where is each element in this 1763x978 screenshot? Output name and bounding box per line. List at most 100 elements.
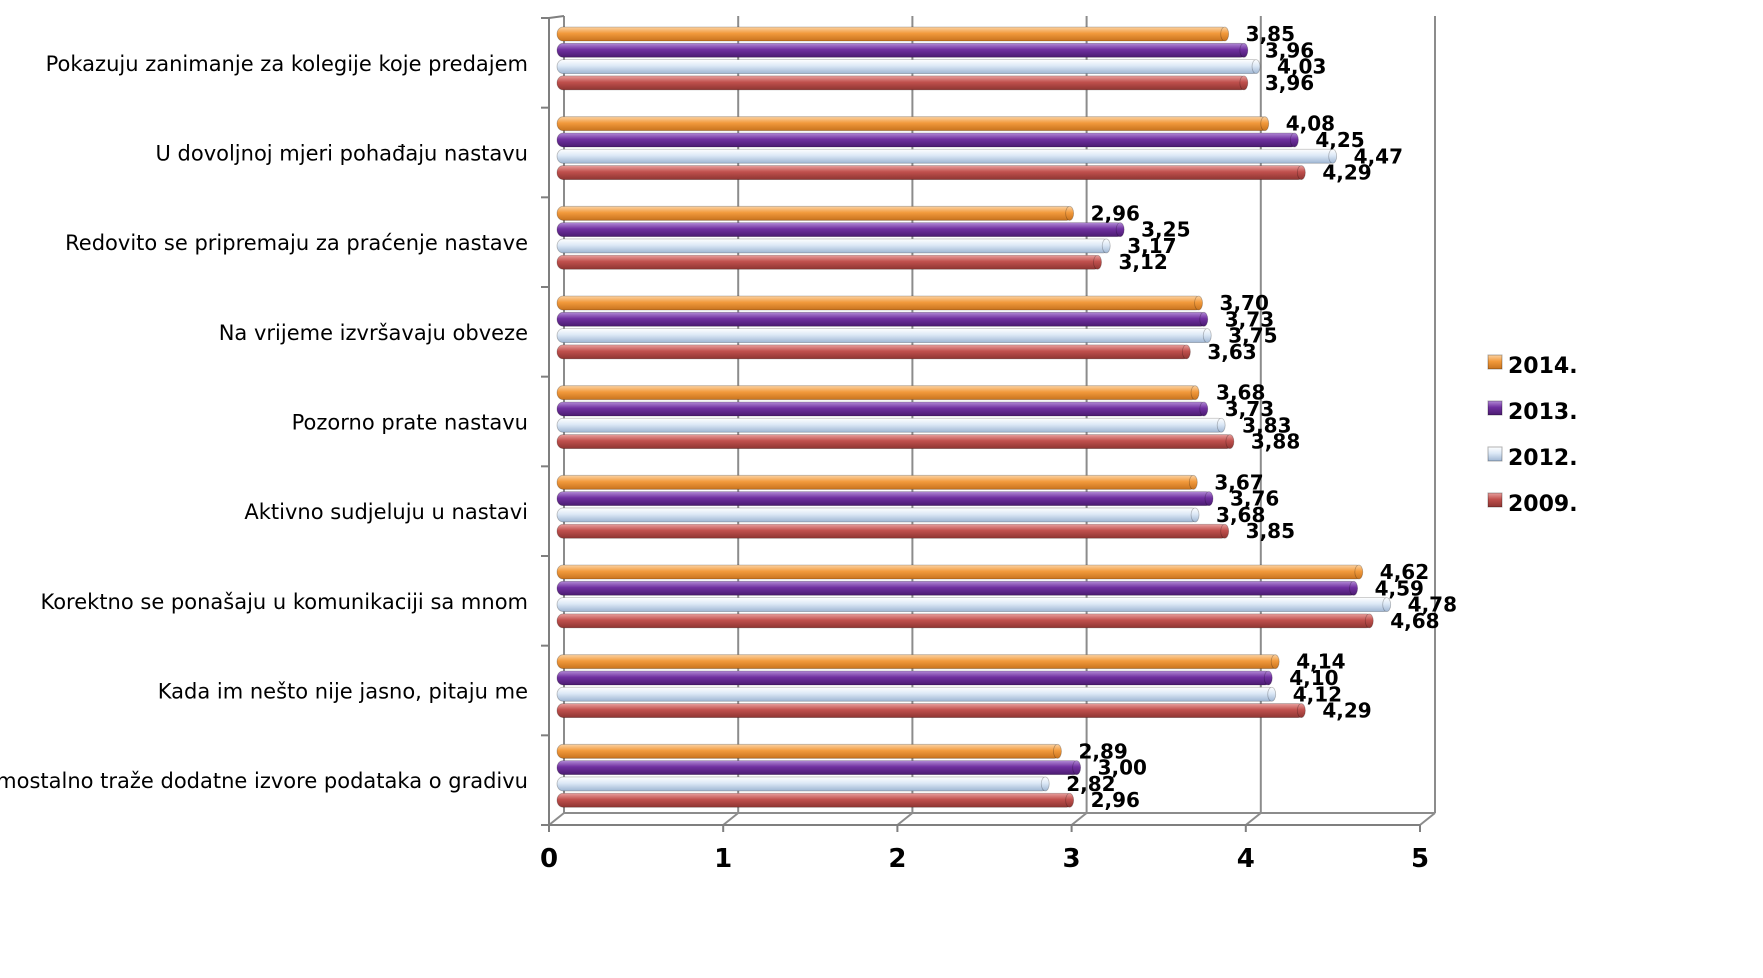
data-label: 4,78 (1408, 593, 1457, 617)
data-label: 4,29 (1322, 699, 1371, 723)
legend-label: 2009. (1508, 492, 1578, 517)
bar (556, 132, 1298, 148)
bar-cap (1296, 703, 1306, 718)
x-tick-label: 0 (540, 844, 558, 874)
data-label: 4,03 (1277, 55, 1326, 79)
bar-cap (1289, 132, 1299, 148)
data-label: 3,96 (1265, 71, 1314, 95)
data-label: 3,12 (1119, 250, 1168, 274)
x-tick-label: 2 (888, 844, 906, 874)
bar (556, 654, 1279, 670)
bar-cap (1216, 417, 1226, 433)
data-label: 4,62 (1380, 560, 1429, 584)
bar (556, 743, 1061, 759)
x-tick-label: 5 (1411, 844, 1429, 874)
category-label: Aktivno sudjeluju u nastavi (244, 500, 528, 524)
bar-cap (1101, 238, 1111, 254)
data-label: 4,25 (1315, 128, 1364, 152)
bar-cap (1239, 75, 1249, 91)
bar (556, 776, 1049, 792)
data-label: 4,29 (1322, 161, 1371, 185)
category-label: Pozorno prate nastavu (292, 411, 528, 435)
category-label: Pokazuju zanimanje za kolegije koje pred… (46, 52, 528, 76)
bar-cap (1239, 42, 1249, 58)
bar (556, 165, 1305, 180)
data-label: 4,08 (1286, 112, 1335, 136)
data-label: 3,83 (1242, 413, 1291, 437)
legend-swatch (1487, 400, 1503, 416)
bar-cap (1188, 474, 1198, 490)
data-label: 3,25 (1141, 218, 1190, 242)
bar-cap (1202, 328, 1212, 344)
data-label: 3,68 (1216, 381, 1265, 405)
category-label: Korektno se ponašaju u komunikaciji sa m… (40, 590, 528, 614)
bar (556, 254, 1101, 270)
x-tick-label: 1 (714, 844, 732, 874)
bar (556, 434, 1234, 449)
data-label: 3,63 (1207, 340, 1256, 364)
data-label: 3,00 (1098, 756, 1147, 780)
data-label: 2,96 (1091, 201, 1140, 225)
bar (556, 328, 1211, 344)
bar (556, 75, 1248, 91)
bar-cap (1181, 344, 1191, 360)
data-label: 2,82 (1066, 772, 1115, 796)
bar (556, 205, 1074, 221)
bar-cap (1354, 564, 1364, 580)
bar (556, 148, 1337, 164)
data-label: 3,88 (1251, 430, 1300, 454)
bar-cap (1251, 59, 1261, 74)
bar-cap (1263, 670, 1273, 686)
bar (556, 385, 1199, 401)
bar (556, 564, 1363, 580)
legend-label: 2014. (1508, 354, 1578, 379)
bar (556, 491, 1213, 507)
legend-swatch (1487, 446, 1503, 462)
data-label: 3,96 (1265, 38, 1314, 62)
bar-cap (1115, 222, 1125, 238)
legend-swatch (1487, 354, 1503, 370)
bar-cap (1199, 401, 1209, 417)
data-label: 3,70 (1220, 291, 1269, 315)
bar (556, 295, 1202, 311)
bar (556, 760, 1080, 776)
data-label: 3,73 (1225, 307, 1274, 331)
data-label: 2,96 (1091, 788, 1140, 812)
bar (556, 686, 1276, 702)
bar-cap (1040, 776, 1050, 792)
bar-cap (1065, 205, 1075, 221)
legend-label: 2013. (1508, 400, 1578, 425)
floor-line (1419, 812, 1436, 826)
bar (556, 580, 1357, 596)
data-label: 3,67 (1214, 470, 1263, 494)
bar-cap (1065, 792, 1075, 808)
bar-cap (1296, 165, 1306, 180)
bar (556, 597, 1391, 612)
bar-cap (1220, 26, 1230, 42)
bar (556, 523, 1229, 539)
bar-cap (1267, 686, 1277, 702)
bar (556, 613, 1373, 629)
bar (556, 792, 1074, 808)
data-label: 4,47 (1354, 144, 1403, 168)
legend: 2014. 2013. 2012. 2009. (1487, 354, 1578, 517)
floor-line (722, 812, 739, 826)
bar-cap (1194, 295, 1203, 311)
category-label: Na vrijeme izvršavaju obveze (219, 321, 528, 345)
bar-cap (1364, 613, 1374, 629)
data-label: 3,85 (1246, 519, 1295, 543)
data-label: 4,12 (1293, 682, 1342, 706)
floor-line (896, 812, 914, 826)
bar (556, 42, 1248, 58)
bar (556, 311, 1208, 327)
bar (556, 344, 1190, 360)
bar-cap (1270, 654, 1280, 670)
category-label: Kada im nešto nije jasno, pitaju me (158, 680, 528, 704)
bar-cap (1053, 743, 1062, 759)
bar-cap (1190, 385, 1200, 401)
floor-line (1245, 812, 1262, 826)
data-label: 3,85 (1246, 22, 1295, 46)
bar (556, 401, 1208, 417)
category-label: Samostalno traže dodatne izvore podataka… (0, 769, 528, 793)
